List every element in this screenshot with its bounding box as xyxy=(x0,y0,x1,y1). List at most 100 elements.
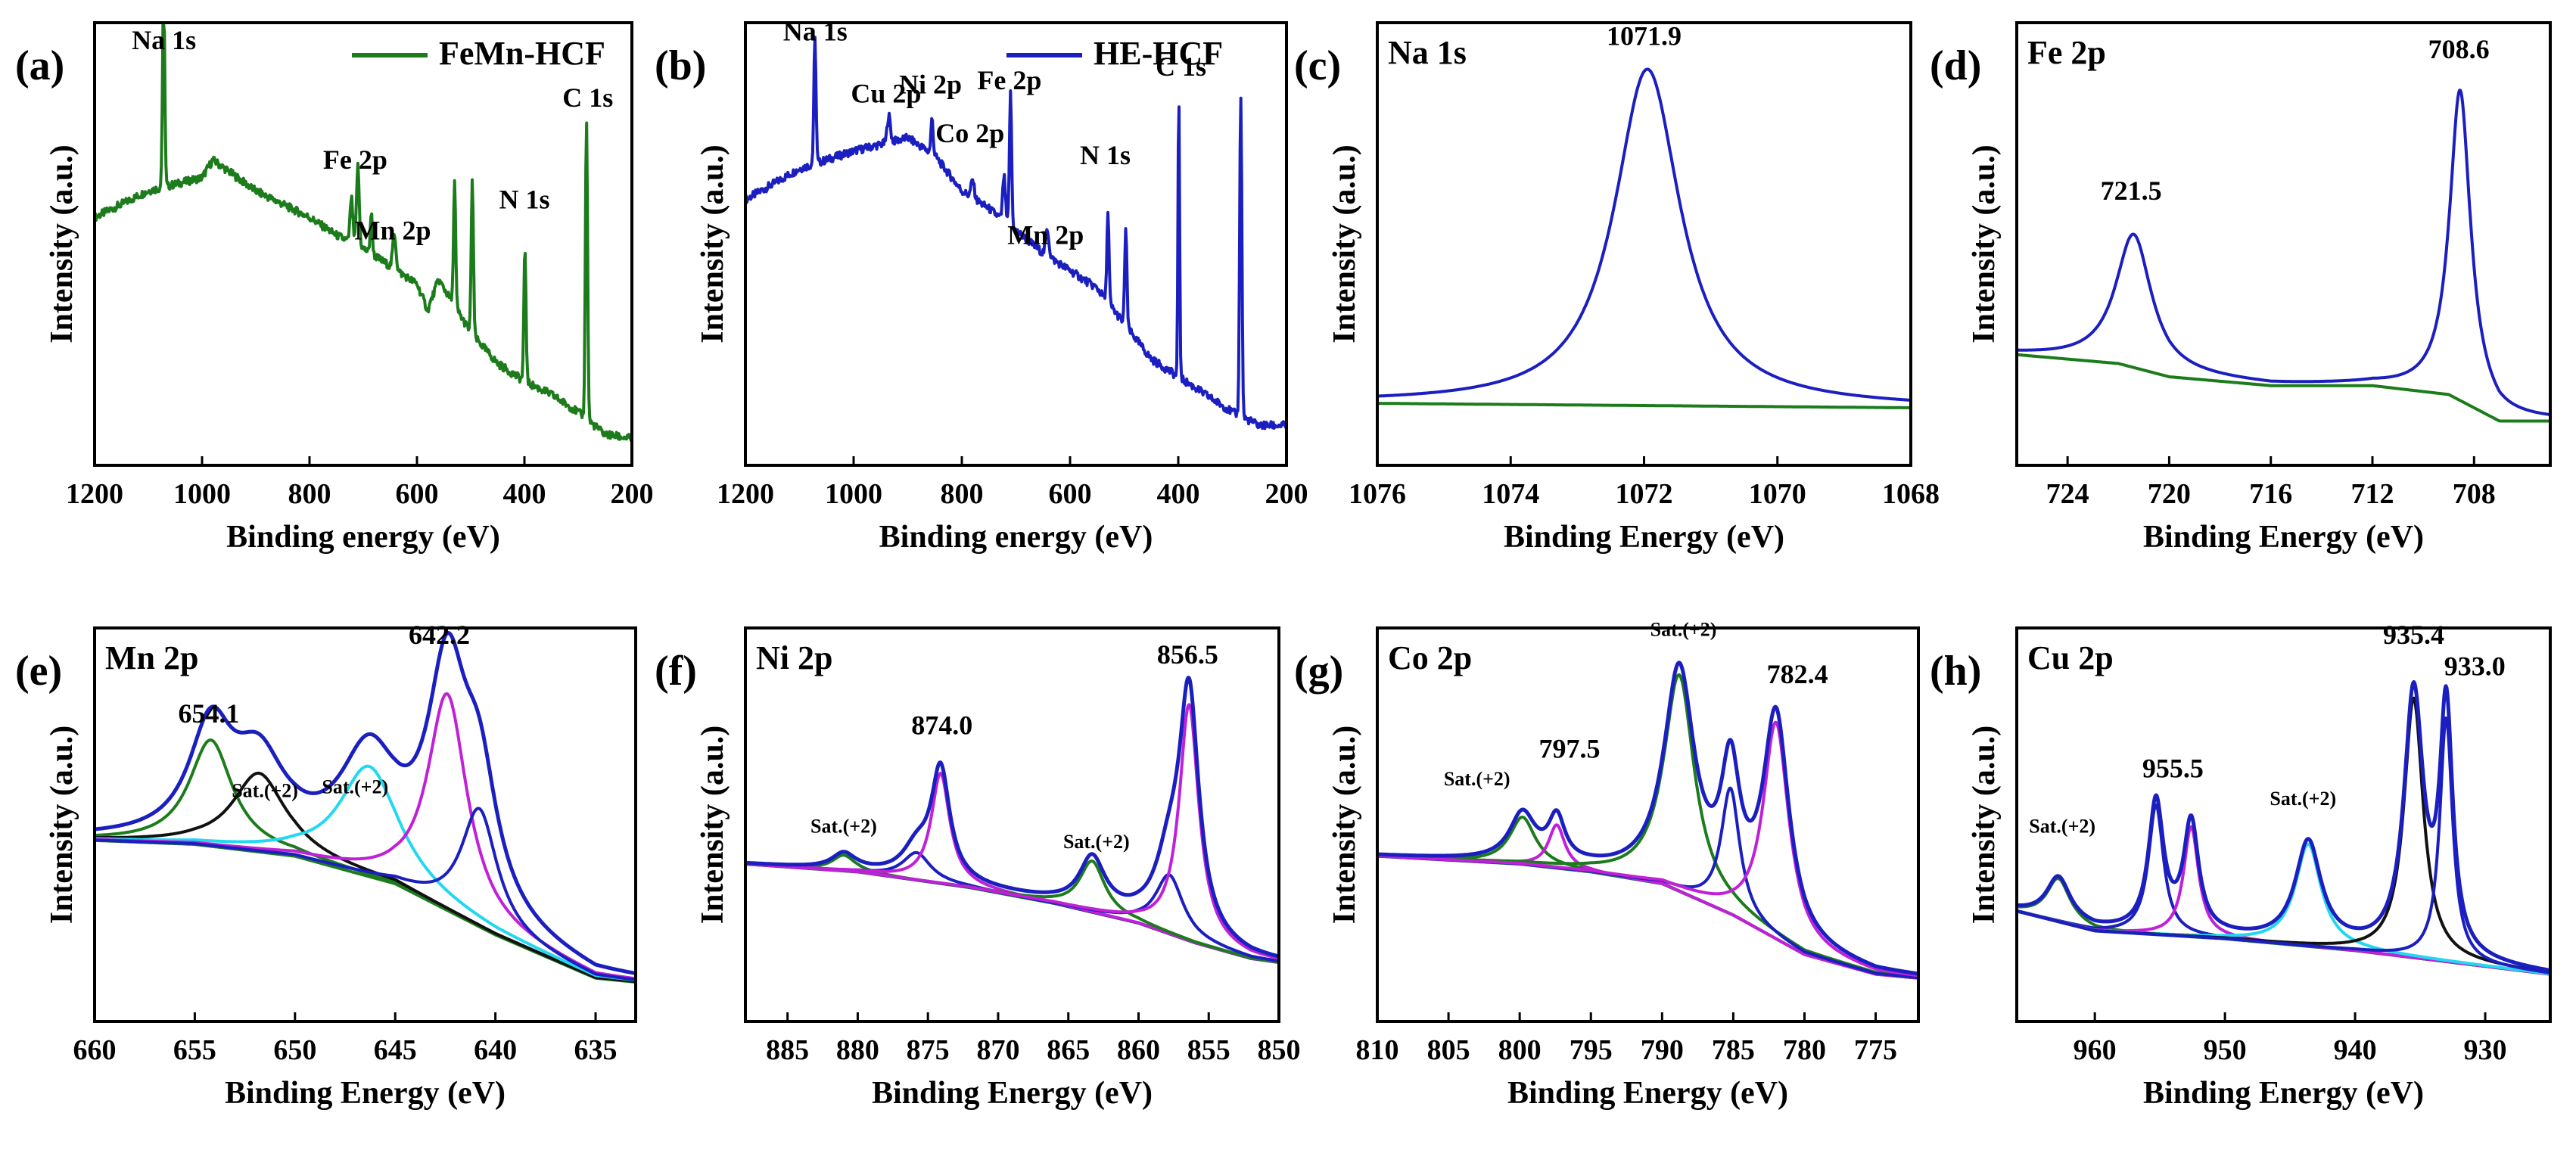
peak-annotation: Sat.(+2) xyxy=(810,815,877,837)
x-axis-label: Binding Energy (eV) xyxy=(1504,520,1784,555)
peak-annotation: 874.0 xyxy=(911,710,972,740)
panel-f: 885 880 875 870 865 860 855 850 Binding Energy (… xyxy=(655,626,1301,1111)
peak-annotation: 708.6 xyxy=(2428,34,2490,64)
series-f-1 xyxy=(745,853,1280,964)
x-tick-label: 785 xyxy=(1712,1034,1755,1066)
series-b-0 xyxy=(744,36,1288,431)
x-axis-label: Binding energy (eV) xyxy=(226,520,500,555)
peak-annotation: Fe 2p xyxy=(323,145,387,175)
x-tick-label: 960 xyxy=(2074,1034,2117,1066)
peak-annotation: Sat.(+2) xyxy=(2270,788,2336,810)
x-axis-label: Binding Energy (eV) xyxy=(225,1076,506,1111)
y-axis-label: Intensity (a.u.) xyxy=(45,726,79,925)
series-h-3 xyxy=(2016,825,2551,976)
peak-annotation: 654.1 xyxy=(178,698,239,729)
plot-frame xyxy=(2015,21,2552,467)
panel-e: 660 655 650 645 640 635 Binding Energy (eV) Int… xyxy=(15,620,637,1111)
plot-frame xyxy=(2015,626,2552,1023)
series-e-3 xyxy=(94,764,636,982)
x-tick-label: 655 xyxy=(173,1034,216,1066)
series-f-4 xyxy=(745,859,1280,964)
x-tick-label: 790 xyxy=(1641,1034,1684,1066)
series-e-6 xyxy=(93,631,637,975)
peak-annotation: C 1s xyxy=(562,82,613,113)
x-tick-label: 795 xyxy=(1570,1034,1613,1066)
x-tick-label: 1072 xyxy=(1616,478,1673,510)
panel-label: (b) xyxy=(655,42,706,89)
x-tick-label: 805 xyxy=(1427,1034,1470,1066)
x-tick-label: 1000 xyxy=(173,478,231,510)
peak-annotation: Sat.(+2) xyxy=(1650,618,1717,640)
x-tick-label: 720 xyxy=(2148,478,2191,510)
x-tick-label: 600 xyxy=(396,478,439,510)
series-c-1 xyxy=(1377,67,1912,402)
x-tick-label: 885 xyxy=(766,1034,809,1066)
x-tick-label: 800 xyxy=(1498,1034,1542,1066)
x-axis-label: Binding Energy (eV) xyxy=(2143,520,2424,555)
peak-annotation: 782.4 xyxy=(1767,659,1828,689)
x-tick-label: 712 xyxy=(2351,478,2394,510)
series-g-5 xyxy=(1377,720,1919,978)
x-tick-label: 875 xyxy=(907,1034,950,1066)
x-tick-label: 1068 xyxy=(1882,478,1940,510)
panel-label: (e) xyxy=(15,648,62,695)
x-tick-label: 800 xyxy=(941,478,984,510)
peak-annotation: Na 1s xyxy=(783,16,848,46)
panel-a: 1200 1000 800 600 400 200 Binding energy (eV) I… xyxy=(15,21,654,555)
peak-annotation: Sat.(+2) xyxy=(2029,815,2095,837)
peak-annotation: 642.2 xyxy=(409,620,470,650)
plot-frame xyxy=(93,626,637,1023)
x-tick-label: 775 xyxy=(1854,1034,1897,1066)
peak-annotation: 955.5 xyxy=(2142,754,2204,784)
x-tick-label: 855 xyxy=(1187,1034,1230,1066)
y-axis-label: Intensity (a.u.) xyxy=(1327,726,1362,925)
series-e-2 xyxy=(94,771,636,984)
plot-frame xyxy=(1376,21,1912,467)
series-c-0 xyxy=(1377,402,1912,409)
x-tick-label: 1200 xyxy=(717,478,774,510)
y-axis-label: Intensity (a.u.) xyxy=(45,145,79,343)
x-tick-label: 650 xyxy=(273,1034,316,1066)
x-tick-label: 716 xyxy=(2249,478,2292,510)
x-tick-label: 200 xyxy=(611,478,654,510)
panel-g: 810 805 800 795 790 785 780 775 Binding Energy (… xyxy=(1294,618,1920,1111)
series-g-1 xyxy=(1377,816,1919,980)
series-f-6 xyxy=(745,703,1280,960)
series-e-5 xyxy=(94,807,636,981)
peak-annotation: 856.5 xyxy=(1157,639,1218,670)
x-tick-label: 640 xyxy=(474,1034,517,1066)
plot-frame xyxy=(744,21,1288,467)
panel-title: Ni 2p xyxy=(756,639,832,676)
series-g-3 xyxy=(1377,673,1919,979)
series-h-2 xyxy=(2016,803,2551,976)
panel-d: 724 720 716 712 708 Binding Energy (eV) Intens… xyxy=(1930,21,2552,555)
x-tick-label: 200 xyxy=(1265,478,1308,510)
peak-annotation: 935.4 xyxy=(2383,620,2444,650)
x-tick-label: 1074 xyxy=(1482,478,1539,510)
panel-title: Co 2p xyxy=(1388,639,1472,676)
x-axis-label: Binding Energy (eV) xyxy=(872,1076,1153,1111)
peak-annotation: Sat.(+2) xyxy=(1444,768,1510,790)
x-axis-label: Binding Energy (eV) xyxy=(1507,1076,1788,1111)
peak-annotation: Ni 2p xyxy=(899,70,962,100)
plot-frame xyxy=(93,21,633,467)
series-h-7 xyxy=(2015,680,2552,972)
peak-annotation: Sat.(+2) xyxy=(232,780,298,802)
x-tick-label: 950 xyxy=(2204,1034,2247,1066)
x-tick-label: 860 xyxy=(1117,1034,1160,1066)
x-tick-label: 880 xyxy=(836,1034,879,1066)
y-axis-label: Intensity (a.u.) xyxy=(1967,726,2002,925)
series-f-5 xyxy=(745,862,1280,963)
peak-annotation: Cu 2p xyxy=(851,78,921,108)
panel-title: Na 1s xyxy=(1388,34,1467,71)
panel-label: (h) xyxy=(1930,648,1981,695)
x-tick-label: 810 xyxy=(1356,1034,1399,1066)
x-tick-label: 850 xyxy=(1258,1034,1301,1066)
x-tick-label: 400 xyxy=(1157,478,1200,510)
x-tick-label: 1070 xyxy=(1749,478,1806,510)
panel-title: Fe 2p xyxy=(2027,34,2106,71)
panel-label: (g) xyxy=(1294,648,1343,695)
series-g-2 xyxy=(1377,823,1919,980)
peak-annotation: 721.5 xyxy=(2101,176,2162,206)
x-tick-label: 1076 xyxy=(1349,478,1406,510)
